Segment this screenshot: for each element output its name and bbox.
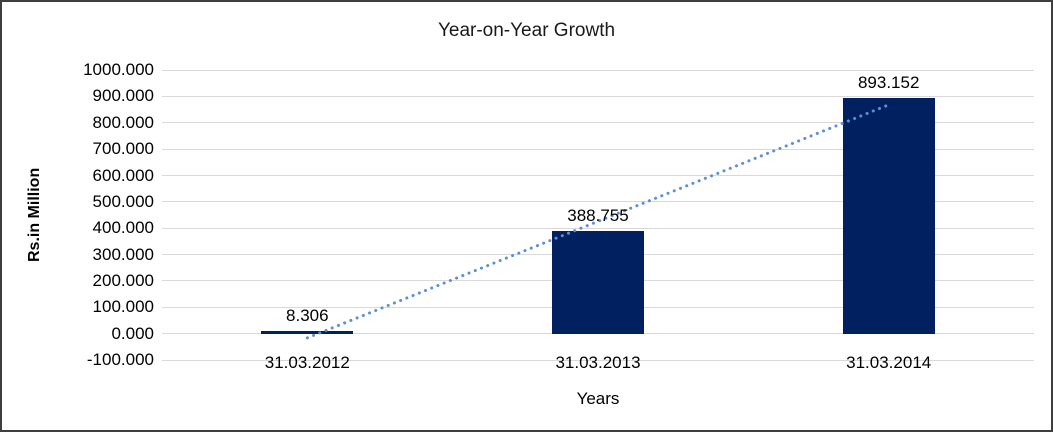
x-category-label: 31.03.2012: [264, 353, 350, 372]
y-tick-label: 900.000: [92, 86, 154, 106]
x-category-label: 31.03.2014: [846, 353, 932, 372]
y-tick-label: 800.000: [92, 112, 154, 132]
y-tick-label: 100.000: [92, 297, 154, 317]
y-tick-label: 600.000: [92, 165, 154, 185]
y-tick-label: 500.000: [92, 191, 154, 211]
y-tick-label: 300.000: [92, 244, 154, 264]
bar: [261, 331, 354, 334]
bar: [842, 98, 935, 334]
bar-data-label: 8.306: [286, 306, 329, 326]
gridline: [162, 95, 1034, 97]
x-axis-title: Years: [576, 389, 620, 408]
chart-title: Year-on-Year Growth: [437, 20, 616, 41]
y-tick-label: 0.000: [111, 323, 154, 343]
y-tick-label: 400.000: [92, 218, 154, 238]
bar: [552, 231, 644, 334]
y-tick-label: 1000.000: [83, 60, 154, 79]
bar-data-label: 388.755: [567, 206, 629, 226]
y-tick-label: 200.000: [92, 270, 154, 290]
bar-data-label: 893.152: [857, 73, 920, 93]
gridline: [162, 69, 1034, 71]
y-tick-label: 700.000: [92, 139, 154, 159]
y-tick-label: -100.000: [86, 350, 154, 369]
gridline: [162, 359, 1034, 361]
x-category-label: 31.03.2013: [555, 353, 641, 372]
